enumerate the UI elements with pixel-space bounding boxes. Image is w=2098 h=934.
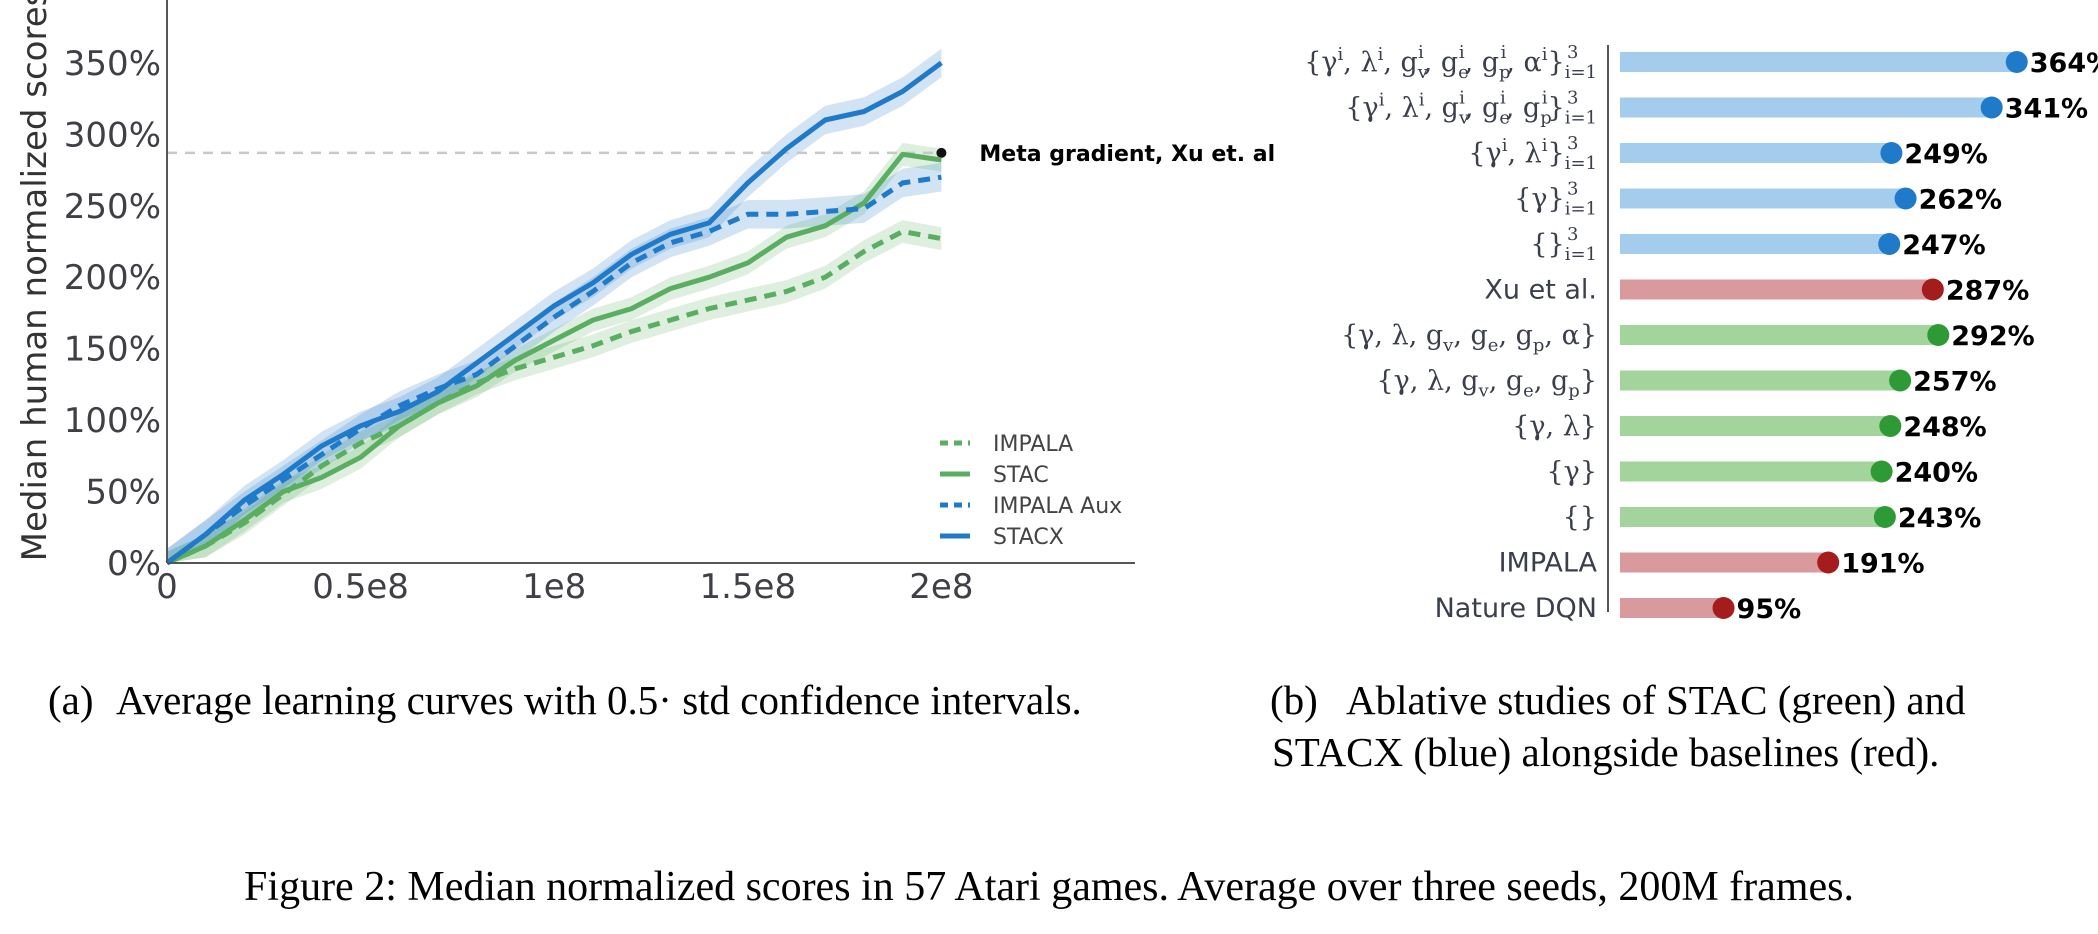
bar xyxy=(1620,507,1885,527)
legend: IMPALA STAC IMPALA Aux STACX xyxy=(940,432,1122,550)
category-label: {}i=13 xyxy=(1530,224,1597,265)
bar xyxy=(1620,143,1892,163)
bar xyxy=(1620,461,1882,482)
category-label: {γi, λi}i=13 xyxy=(1468,133,1597,174)
bar-end-dot xyxy=(1880,142,1903,164)
confidence-band xyxy=(167,220,942,563)
category-label: {} xyxy=(1563,502,1597,533)
caption-a-prefix: (a) xyxy=(48,677,94,723)
category-labels: {γi, λi, gvi, gei, gpi, αi}i=13 {γi, λi, … xyxy=(1304,42,1597,624)
series-line xyxy=(165,151,942,566)
value-label: 249% xyxy=(1904,139,1987,170)
caption-a: Average learning curves with 0.5· std co… xyxy=(116,677,1082,723)
category-label: {γ}i=13 xyxy=(1514,179,1597,220)
learning-curves-chart: Median human normalized scores 0% 50% 100%… xyxy=(15,0,1275,607)
bar-end-dot xyxy=(1712,597,1735,619)
bar-end-dot xyxy=(1873,506,1896,528)
y-axis-ticks: 0% 50% 100% 150% 200% 250% 300% 350% xyxy=(64,44,161,584)
y-tick-label: 350% xyxy=(64,44,161,84)
bar xyxy=(1620,97,1992,118)
bar-end-dots xyxy=(1712,51,2028,619)
bar xyxy=(1620,552,1829,573)
category-label: Nature DQN xyxy=(1435,593,1597,624)
category-label: {γ} xyxy=(1547,457,1598,488)
bar-end-dot xyxy=(1878,233,1901,255)
series-lines xyxy=(165,60,943,566)
category-label: {γ, λ, gv, ge, gp, α} xyxy=(1341,320,1597,356)
bar-end-dot xyxy=(1879,415,1902,437)
bar-end-dot xyxy=(1870,460,1893,483)
y-tick-label: 200% xyxy=(64,258,161,298)
x-tick-label: 1.5e8 xyxy=(699,567,796,607)
bar-end-dot xyxy=(1921,278,1944,301)
legend-label: IMPALA xyxy=(993,432,1073,457)
legend-label: STAC xyxy=(993,463,1049,488)
x-tick-label: 0 xyxy=(156,567,178,607)
bar-end-dot xyxy=(2005,51,2028,73)
category-label: IMPALA xyxy=(1499,548,1598,579)
value-label: 95% xyxy=(1737,594,1802,625)
figure-caption: Figure 2: Median normalized scores in 57… xyxy=(244,864,1854,910)
value-label: 191% xyxy=(1841,549,1924,580)
caption-b-prefix: (b) xyxy=(1270,677,1318,723)
y-tick-label: 250% xyxy=(64,187,161,227)
series-line xyxy=(165,174,942,566)
x-tick-label: 2e8 xyxy=(909,567,973,607)
bar xyxy=(1620,188,1906,209)
value-label: 257% xyxy=(1913,367,1996,398)
bar-end-dot xyxy=(1817,551,1840,574)
y-tick-label: 0% xyxy=(107,544,161,584)
category-label: {γi, λi, gvi, gei, gpi}i=13 xyxy=(1345,88,1597,129)
y-tick-label: 300% xyxy=(64,115,161,155)
value-label: 248% xyxy=(1903,412,1986,443)
legend-label: IMPALA Aux xyxy=(993,494,1122,519)
caption-b-line1: Ablative studies of STAC (green) and xyxy=(1346,677,1966,723)
legend-label: STACX xyxy=(993,525,1064,550)
category-label: {γ, λ} xyxy=(1512,411,1597,442)
value-label: 292% xyxy=(1951,321,2034,352)
category-label: {γ, λ, gv, ge, gp} xyxy=(1377,366,1598,402)
value-label: 364% xyxy=(2030,48,2098,79)
y-axis-label: Median human normalized scores xyxy=(15,0,55,561)
value-label: 341% xyxy=(2005,94,2088,125)
bar xyxy=(1620,416,1891,436)
x-axis-ticks: 0 0.5e8 1e8 1.5e8 2e8 xyxy=(156,567,973,607)
bar xyxy=(1620,279,1933,300)
value-label: 262% xyxy=(1919,185,2002,216)
bar-end-dot xyxy=(1894,187,1917,210)
bar xyxy=(1620,234,1890,254)
bar xyxy=(1620,598,1724,618)
value-label: 243% xyxy=(1898,503,1981,534)
value-labels: 364% 341% 249% 262% 247% 287% 292% 257% 248% 240%… xyxy=(1737,48,2098,625)
bar-end-dot xyxy=(1889,369,1912,392)
y-tick-label: 100% xyxy=(64,401,161,441)
bar-end-dot xyxy=(1927,324,1950,346)
value-label: 287% xyxy=(1946,276,2029,307)
series-line xyxy=(165,60,943,566)
bar-end-dot xyxy=(1980,96,2003,119)
reference-annotation: Meta gradient, Xu et. al xyxy=(979,142,1275,167)
x-tick-label: 1e8 xyxy=(522,567,586,607)
category-label: {γi, λi, gvi, gei, gpi, αi}i=13 xyxy=(1304,42,1597,83)
ablation-bar-chart: {γi, λi, gvi, gei, gpi, αi}i=13 {γi, λi, … xyxy=(1304,42,2098,625)
bar xyxy=(1620,370,1901,391)
bar xyxy=(1620,52,2017,72)
x-tick-label: 0.5e8 xyxy=(312,567,409,607)
category-label: Xu et al. xyxy=(1484,275,1597,306)
reference-point xyxy=(936,147,947,158)
value-label: 247% xyxy=(1902,230,1985,261)
bar xyxy=(1620,325,1939,345)
bars xyxy=(1620,52,2017,618)
caption-b-line2: STACX (blue) alongside baselines (red). xyxy=(1272,729,1939,775)
y-tick-label: 150% xyxy=(64,330,161,370)
y-tick-label: 50% xyxy=(85,473,161,513)
value-label: 240% xyxy=(1895,458,1978,489)
